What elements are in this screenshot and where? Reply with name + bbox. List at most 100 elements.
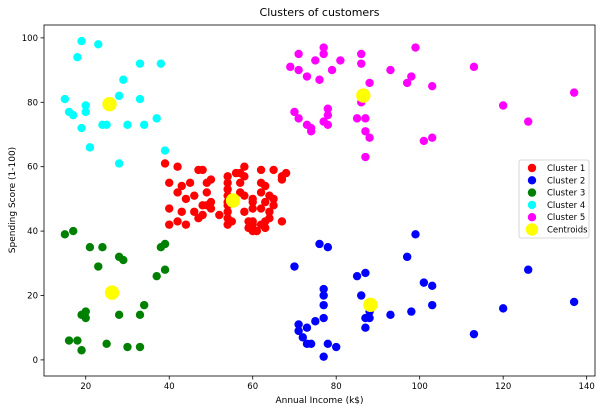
data-point <box>160 239 170 249</box>
data-point <box>294 65 303 75</box>
data-point <box>306 127 316 136</box>
data-point <box>365 78 374 88</box>
data-point <box>181 194 191 204</box>
data-point <box>85 143 95 152</box>
x-tick-label: 120 <box>495 382 511 392</box>
x-tick-label: 60 <box>247 382 258 392</box>
data-point <box>69 226 78 236</box>
data-point <box>498 101 508 110</box>
data-point <box>240 191 249 200</box>
data-point <box>569 297 579 307</box>
data-point <box>60 94 70 104</box>
data-point <box>386 310 395 320</box>
legend-box <box>518 159 590 239</box>
data-point <box>160 146 170 155</box>
legend-label: Centroids <box>547 226 588 236</box>
y-tick-label: 20 <box>27 291 38 301</box>
y-tick-label: 60 <box>27 163 38 173</box>
data-point <box>256 165 266 175</box>
data-point <box>177 181 186 191</box>
chart-title: Clusters of customers <box>260 6 380 19</box>
data-point <box>277 217 287 226</box>
data-point <box>248 217 257 226</box>
data-point <box>215 210 224 220</box>
data-point <box>319 284 328 294</box>
data-point <box>319 313 328 323</box>
data-point <box>386 65 395 75</box>
data-point <box>94 262 103 271</box>
data-point <box>123 120 132 130</box>
data-point <box>77 36 86 46</box>
legend-label: Cluster 2 <box>547 176 585 186</box>
data-points <box>60 36 579 361</box>
data-point <box>269 165 278 175</box>
data-point <box>69 110 78 120</box>
data-point <box>165 178 174 187</box>
legend-marker <box>525 223 539 236</box>
data-point <box>256 204 266 213</box>
y-axis-label: Spending Score (1-100) <box>8 147 18 253</box>
x-tick-label: 40 <box>164 382 175 392</box>
data-point <box>104 285 120 300</box>
data-point <box>173 217 182 226</box>
data-point <box>223 172 232 181</box>
data-point <box>198 210 207 220</box>
data-point <box>261 223 270 233</box>
x-tick-label: 100 <box>412 382 428 392</box>
data-point <box>323 242 333 252</box>
data-point <box>327 65 337 75</box>
data-point <box>294 326 303 336</box>
data-point <box>469 329 479 339</box>
data-point <box>524 117 533 126</box>
data-point <box>235 178 245 187</box>
data-point <box>181 220 191 229</box>
data-point <box>306 339 316 348</box>
data-point <box>361 114 370 123</box>
data-point <box>294 320 303 329</box>
data-point <box>81 307 90 316</box>
legend-label: Cluster 5 <box>547 213 585 223</box>
data-point <box>498 304 508 313</box>
data-point <box>419 278 429 287</box>
data-point <box>363 297 378 313</box>
data-point <box>256 188 266 197</box>
data-point <box>77 123 86 133</box>
data-point <box>302 323 312 332</box>
data-point <box>102 97 117 112</box>
legend-label: Cluster 3 <box>547 189 585 199</box>
data-point <box>428 133 437 142</box>
data-point <box>281 168 291 178</box>
data-point <box>402 252 412 262</box>
data-point <box>365 313 374 323</box>
data-point <box>160 159 170 168</box>
data-point <box>77 346 86 355</box>
data-point <box>361 152 370 162</box>
data-point <box>265 214 274 223</box>
data-point <box>323 339 333 348</box>
data-point <box>152 271 161 281</box>
data-point <box>190 191 199 200</box>
data-point <box>114 159 124 168</box>
data-point <box>323 120 333 130</box>
data-point <box>269 194 278 204</box>
data-point <box>352 114 362 123</box>
data-point <box>240 162 249 171</box>
legend-marker <box>527 163 537 173</box>
data-point <box>524 265 533 274</box>
legend-marker <box>527 213 537 222</box>
data-point <box>223 185 232 194</box>
data-point <box>98 242 107 252</box>
data-point <box>357 291 366 300</box>
data-point <box>135 94 145 104</box>
data-point <box>336 56 345 65</box>
data-point <box>123 342 132 352</box>
data-point <box>231 168 241 178</box>
data-point <box>407 72 416 81</box>
data-point <box>428 300 437 310</box>
data-point <box>114 91 124 101</box>
data-point <box>206 204 216 213</box>
data-point <box>357 59 366 68</box>
data-point <box>315 239 324 249</box>
data-point <box>135 59 145 68</box>
data-point <box>94 40 103 49</box>
